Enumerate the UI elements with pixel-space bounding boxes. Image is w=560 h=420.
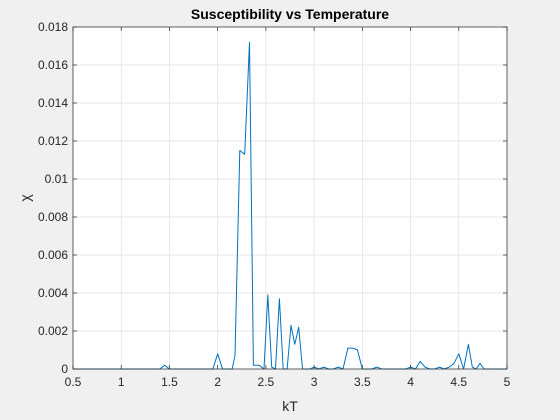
y-axis-label: χ xyxy=(17,194,33,202)
chart-title: Susceptibility vs Temperature xyxy=(191,6,389,22)
y-ticks: 0 0.002 0.004 0.006 0.008 0.01 0.012 0.014 0.016… xyxy=(38,20,507,376)
x-tick-label: 2.5 xyxy=(258,375,275,389)
y-tick-label: 0.002 xyxy=(38,324,68,338)
x-tick-label: 2 xyxy=(214,375,221,389)
y-tick-label: 0.014 xyxy=(38,96,68,110)
x-tick-label: 1.5 xyxy=(161,375,178,389)
x-ticks: 0.5 1 1.5 2 2.5 3 3.5 4 4.5 5 xyxy=(65,27,511,389)
x-tick-label: 3.5 xyxy=(354,375,371,389)
x-tick-label: 0.5 xyxy=(65,375,82,389)
plot-area xyxy=(73,27,507,369)
x-tick-label: 4 xyxy=(407,375,414,389)
y-tick-label: 0.012 xyxy=(38,134,68,148)
y-tick-label: 0.004 xyxy=(38,286,68,300)
x-tick-label: 1 xyxy=(118,375,125,389)
x-tick-label: 4.5 xyxy=(450,375,467,389)
y-tick-label: 0.008 xyxy=(38,210,68,224)
x-axis-label: kT xyxy=(282,398,298,414)
x-tick-label: 5 xyxy=(504,375,511,389)
plot-frame xyxy=(72,26,508,370)
y-tick-label: 0.01 xyxy=(45,172,69,186)
x-tick-label: 3 xyxy=(311,375,318,389)
y-tick-label: 0.018 xyxy=(38,20,68,34)
y-tick-label: 0 xyxy=(61,362,68,376)
y-tick-label: 0.006 xyxy=(38,248,68,262)
y-tick-label: 0.016 xyxy=(38,58,68,72)
